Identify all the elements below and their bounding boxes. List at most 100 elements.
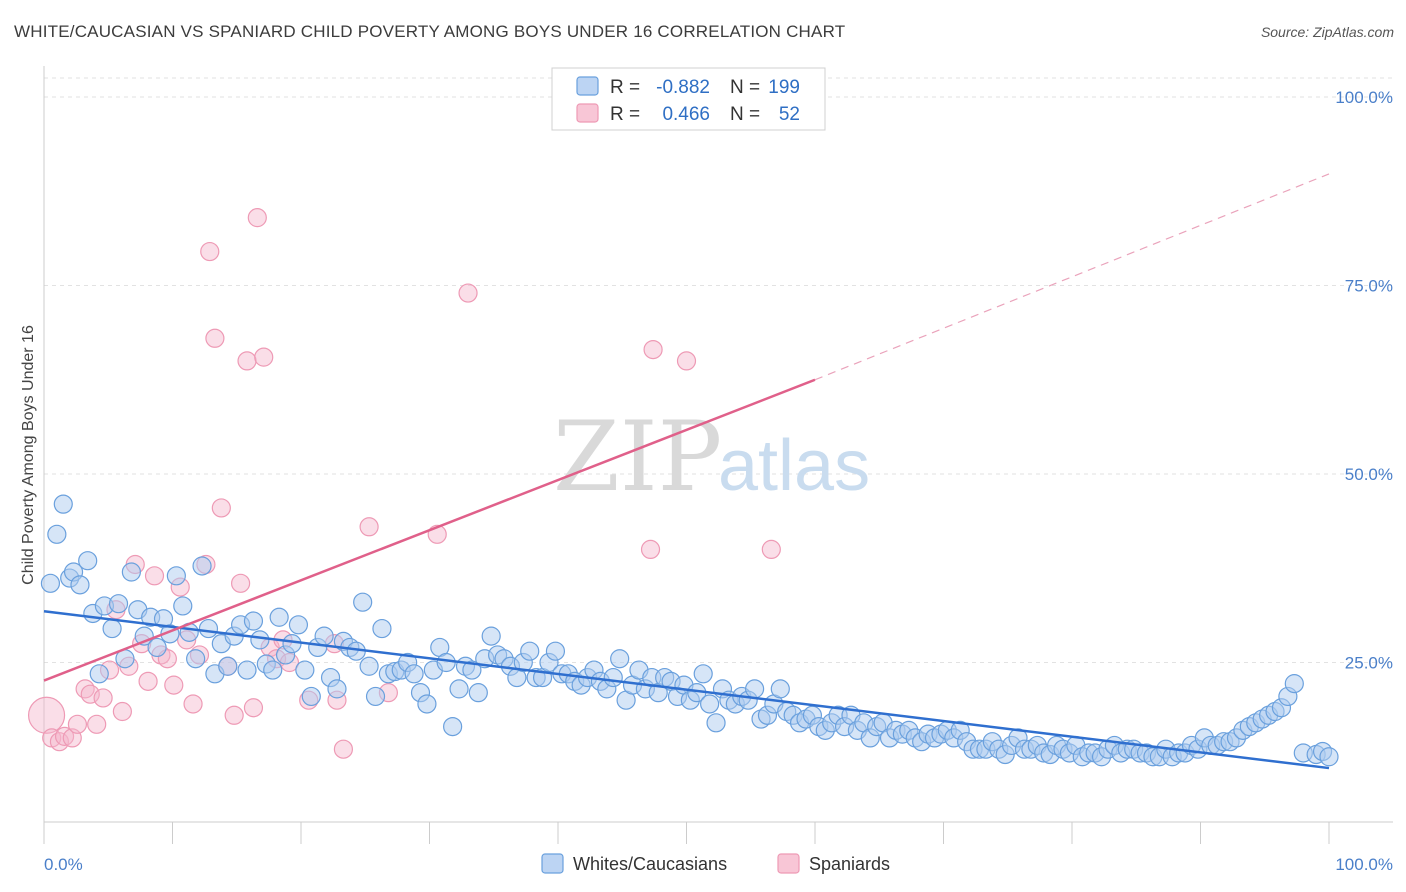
spaniard-point bbox=[138, 671, 158, 691]
white-point bbox=[770, 679, 790, 699]
spaniard-point bbox=[200, 241, 220, 262]
spaniard-point bbox=[458, 283, 478, 303]
spaniard-point bbox=[231, 573, 251, 593]
white-point bbox=[269, 607, 289, 627]
white-point bbox=[89, 664, 109, 684]
white-point bbox=[218, 656, 238, 676]
white-point bbox=[745, 679, 765, 699]
legend-r-label-1: R = bbox=[610, 77, 640, 98]
whites-regression-line bbox=[43, 609, 1330, 770]
bottom-legend-blue-label: Whites/Caucasians bbox=[573, 854, 727, 874]
legend-swatch-blue bbox=[576, 76, 599, 96]
legend-r-value-1: -0.882 bbox=[656, 77, 710, 98]
white-point bbox=[295, 660, 315, 680]
white-point bbox=[173, 596, 193, 616]
white-point bbox=[353, 592, 373, 612]
legend-swatch-pink bbox=[576, 103, 599, 123]
legend-n-label-1: N = bbox=[730, 77, 760, 98]
regression-lines bbox=[43, 173, 1330, 770]
white-point bbox=[449, 679, 469, 699]
spaniard-point bbox=[54, 726, 75, 746]
white-point bbox=[404, 664, 424, 684]
white-point bbox=[121, 562, 141, 582]
white-point bbox=[1284, 674, 1304, 694]
y-tick-labels: 25.0% 50.0% 75.0% 100.0% bbox=[1335, 88, 1393, 673]
white-point bbox=[365, 686, 386, 707]
spaniard-point bbox=[211, 498, 231, 518]
spaniards-regression-line bbox=[43, 378, 816, 682]
spaniard-point bbox=[643, 339, 663, 360]
spaniard-point bbox=[333, 739, 354, 759]
legend-n-value-1: 199 bbox=[768, 77, 800, 98]
legend-box: R = -0.882 N = 199 R = 0.466 N = 52 bbox=[551, 67, 826, 131]
x-tick-label-max: 100.0% bbox=[1335, 855, 1393, 874]
white-point bbox=[520, 641, 540, 661]
white-point bbox=[147, 637, 167, 658]
bottom-legend-pink-label: Spaniards bbox=[809, 854, 890, 874]
white-point bbox=[443, 716, 463, 737]
spaniard-point bbox=[761, 539, 781, 560]
bottom-legend-swatch-pink bbox=[777, 853, 800, 874]
white-point bbox=[314, 626, 334, 646]
white-point bbox=[700, 694, 720, 714]
white-point bbox=[327, 679, 347, 699]
spaniard-point bbox=[205, 328, 225, 348]
legend-r-label-2: R = bbox=[610, 104, 640, 125]
watermark-atlas: atlas bbox=[718, 426, 870, 506]
white-point bbox=[108, 594, 129, 614]
white-point bbox=[192, 556, 212, 576]
white-point bbox=[166, 566, 186, 586]
spaniard-point bbox=[93, 688, 113, 708]
white-point bbox=[603, 667, 623, 688]
spaniard-point bbox=[243, 698, 264, 718]
spaniard-point bbox=[254, 347, 274, 367]
white-point bbox=[417, 694, 437, 714]
white-point bbox=[545, 641, 566, 661]
spaniard-point bbox=[164, 675, 184, 695]
spaniard-point bbox=[80, 684, 100, 704]
white-point bbox=[78, 551, 98, 571]
bottom-legend-swatch-blue bbox=[541, 853, 564, 874]
white-point bbox=[40, 573, 61, 593]
white-point bbox=[47, 524, 67, 544]
spaniard-point bbox=[87, 714, 107, 734]
legend-n-value-2: 52 bbox=[779, 104, 800, 125]
white-point bbox=[1319, 747, 1339, 767]
white-point bbox=[282, 634, 302, 654]
white-point bbox=[263, 660, 283, 680]
x-axis-ticks bbox=[43, 822, 1330, 844]
x-tick-label-min: 0.0% bbox=[44, 855, 83, 874]
white-point bbox=[301, 686, 321, 707]
white-point bbox=[70, 575, 90, 595]
white-point bbox=[610, 649, 630, 669]
y-tick-label: 50.0% bbox=[1345, 465, 1393, 484]
white-point bbox=[481, 626, 501, 646]
spaniard-point bbox=[183, 694, 203, 714]
white-point bbox=[359, 656, 379, 676]
white-point bbox=[237, 660, 257, 680]
chart-title: WHITE/CAUCASIAN VS SPANIARD CHILD POVERT… bbox=[14, 22, 846, 41]
spaniard-point bbox=[640, 539, 661, 560]
white-point bbox=[53, 494, 73, 514]
spaniard-point bbox=[112, 701, 132, 722]
y-tick-label: 100.0% bbox=[1335, 88, 1393, 107]
white-point bbox=[436, 652, 456, 673]
spaniard-point bbox=[676, 351, 697, 371]
spaniard-point bbox=[75, 679, 95, 699]
spaniards-regression-extension bbox=[814, 173, 1330, 381]
white-point bbox=[250, 630, 270, 650]
white-point bbox=[288, 615, 309, 635]
spaniard-point bbox=[49, 732, 70, 752]
white-point bbox=[693, 664, 713, 684]
y-tick-label: 25.0% bbox=[1345, 654, 1393, 673]
chart-source: Source: ZipAtlas.com bbox=[1260, 24, 1394, 40]
y-axis-label: Child Poverty Among Boys Under 16 bbox=[20, 325, 37, 585]
spaniard-point bbox=[224, 705, 244, 725]
white-point bbox=[186, 649, 206, 669]
white-point bbox=[372, 618, 392, 639]
white-point bbox=[243, 611, 264, 631]
spaniard-point bbox=[67, 714, 88, 734]
spaniard-point bbox=[237, 351, 257, 371]
spaniard-point bbox=[27, 696, 66, 734]
